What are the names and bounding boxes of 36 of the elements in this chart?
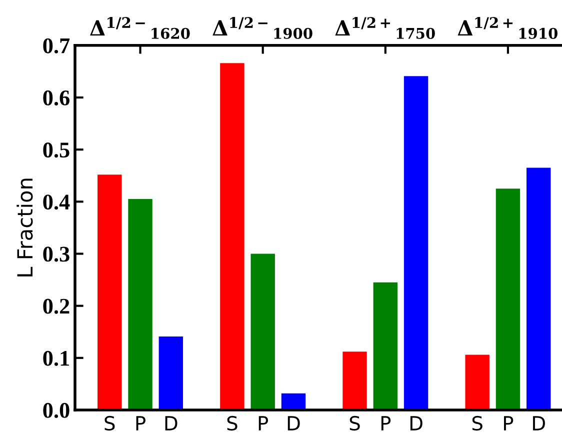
x-tick-label: P xyxy=(504,416,514,430)
y-tick-label: 0.2 xyxy=(43,298,70,314)
x-tick-label: D xyxy=(288,416,300,430)
x-tick-label: D xyxy=(165,416,178,430)
bar xyxy=(404,76,428,410)
bar xyxy=(465,354,490,410)
y-tick-label: 0.3 xyxy=(43,246,70,262)
x-tick-label: D xyxy=(533,416,545,430)
x-tick-label: S xyxy=(350,416,360,431)
bar xyxy=(373,282,398,410)
x-tick-label: S xyxy=(472,416,482,431)
y-tick-label: 0.5 xyxy=(43,142,70,158)
bar xyxy=(250,254,275,410)
x-tick-label: P xyxy=(258,416,268,430)
text: Δ$^{1/2−}$$_{1900}$ xyxy=(212,17,312,39)
bar xyxy=(158,336,184,410)
x-tick-label: P xyxy=(136,416,146,430)
x-tick-label: P xyxy=(381,416,391,430)
y-tick-label: 0.0 xyxy=(43,402,70,418)
x-tick-label: D xyxy=(410,416,422,430)
bar xyxy=(98,174,122,410)
y-tick-label: 0.1 xyxy=(43,350,69,366)
bar xyxy=(526,168,551,410)
x-tick-label: S xyxy=(104,416,115,431)
y-tick-label: 0.4 xyxy=(43,194,70,210)
y-tick-label: 0.6 xyxy=(43,90,70,106)
text: Δ$^{1/2+}$$_{1750}$ xyxy=(335,17,435,39)
y-axis-title: L Fraction xyxy=(16,178,33,276)
bar xyxy=(496,188,520,410)
bar xyxy=(342,352,367,410)
bar xyxy=(220,63,244,410)
text: Δ$^{1/2−}$$_{1620}$ xyxy=(90,17,190,39)
bar xyxy=(128,199,152,410)
y-tick-label: 0.7 xyxy=(43,38,70,54)
text: Δ$^{1/2+}$$_{1910}$ xyxy=(458,17,558,39)
x-tick-label: S xyxy=(227,416,238,431)
